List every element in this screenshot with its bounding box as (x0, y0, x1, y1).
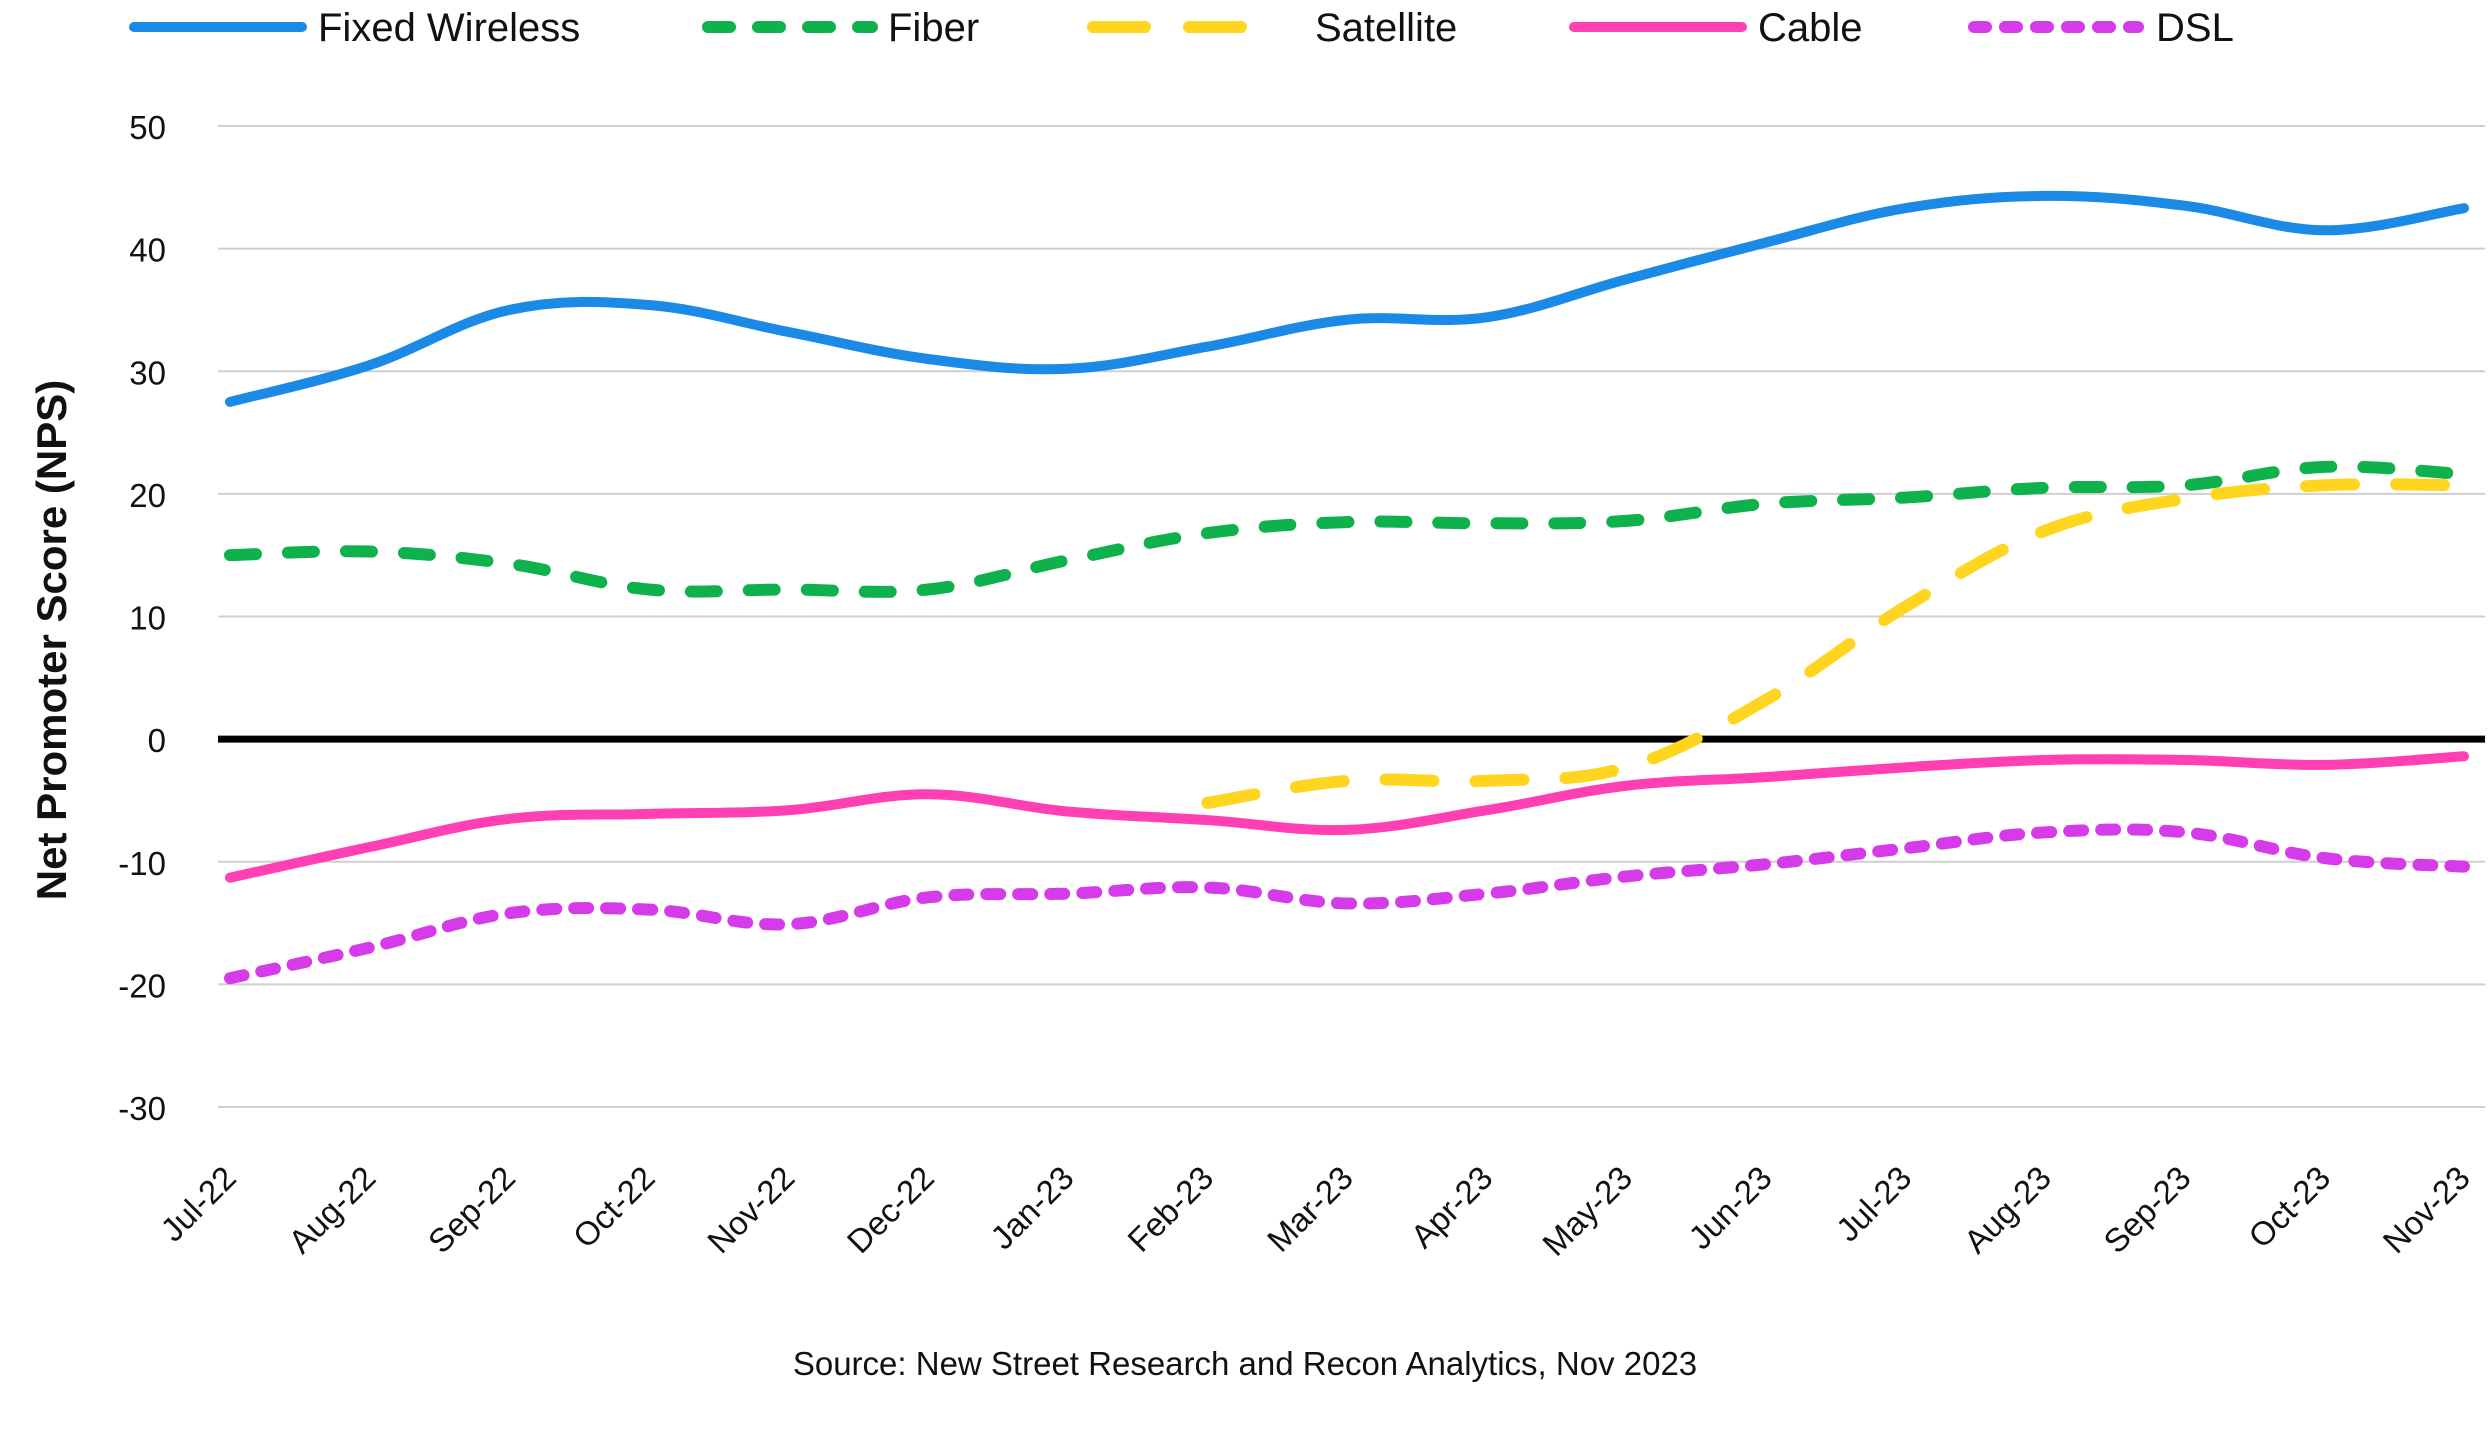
legend-item-cable[interactable]: Cable (1568, 0, 1863, 56)
x-tick-label: Feb-23 (1120, 1159, 1220, 1259)
series-line-fiber (224, 460, 2470, 598)
x-tick-label: Sep-23 (2096, 1159, 2197, 1260)
x-tick-label: Nov-22 (700, 1159, 801, 1260)
series-line-dsl (224, 823, 2470, 985)
x-tick-label: Jul-22 (153, 1159, 243, 1249)
y-tick-label: 40 (129, 232, 166, 269)
legend: Fixed Wireless Fiber Satellite Cable DSL (0, 0, 2490, 60)
y-tick-label: 50 (129, 109, 166, 146)
legend-item-satellite[interactable]: Satellite (1085, 0, 1457, 56)
x-tick-label: Dec-22 (840, 1159, 941, 1260)
legend-label: Fixed Wireless (318, 5, 581, 50)
legend-label: Satellite (1315, 5, 1458, 50)
legend-swatch-fixed-wireless (129, 22, 307, 32)
x-tick-label: Oct-23 (2241, 1159, 2337, 1255)
x-tick-label: Mar-23 (1260, 1159, 1360, 1259)
legend-swatch-satellite (1087, 21, 1271, 33)
y-tick-label: -10 (118, 845, 166, 882)
y-tick-label: 30 (129, 354, 166, 391)
legend-swatch-fiber (702, 21, 878, 33)
x-tick-label: Aug-22 (281, 1159, 382, 1260)
y-tick-label: 20 (129, 477, 166, 514)
x-tick-label: Nov-23 (2376, 1159, 2477, 1260)
x-tick-label: May-23 (1535, 1159, 1639, 1263)
x-tick-label: Oct-22 (566, 1159, 662, 1255)
series-line-satellite (1201, 478, 2470, 809)
legend-label: DSL (2156, 5, 2234, 50)
x-tick-label: Jan-23 (983, 1159, 1081, 1257)
y-tick-label: 0 (148, 722, 166, 759)
x-tick-label: Apr-23 (1403, 1159, 1499, 1255)
legend-label: Fiber (888, 5, 980, 50)
legend-swatch-dsl (1968, 21, 2144, 33)
x-tick-label: Jul-23 (1829, 1159, 1919, 1249)
series-line-fixed-wireless (225, 190, 2469, 407)
x-tick-label: Aug-23 (1957, 1159, 2058, 1260)
legend-item-dsl[interactable]: DSL (1966, 0, 2234, 56)
y-tick-label: 10 (129, 600, 166, 637)
y-tick-label: -20 (118, 967, 166, 1004)
legend-label: Cable (1758, 5, 1863, 50)
y-tick-label: -30 (118, 1090, 166, 1127)
legend-swatch-cable (1569, 22, 1747, 32)
legend-item-fixed-wireless[interactable]: Fixed Wireless (128, 0, 580, 56)
x-tick-label: Sep-22 (421, 1159, 522, 1260)
series-line-cable (225, 751, 2469, 883)
legend-item-fiber[interactable]: Fiber (700, 0, 979, 56)
source-note: Source: New Street Research and Recon An… (792, 1345, 1698, 1382)
x-tick-label: Jun-23 (1681, 1159, 1779, 1257)
